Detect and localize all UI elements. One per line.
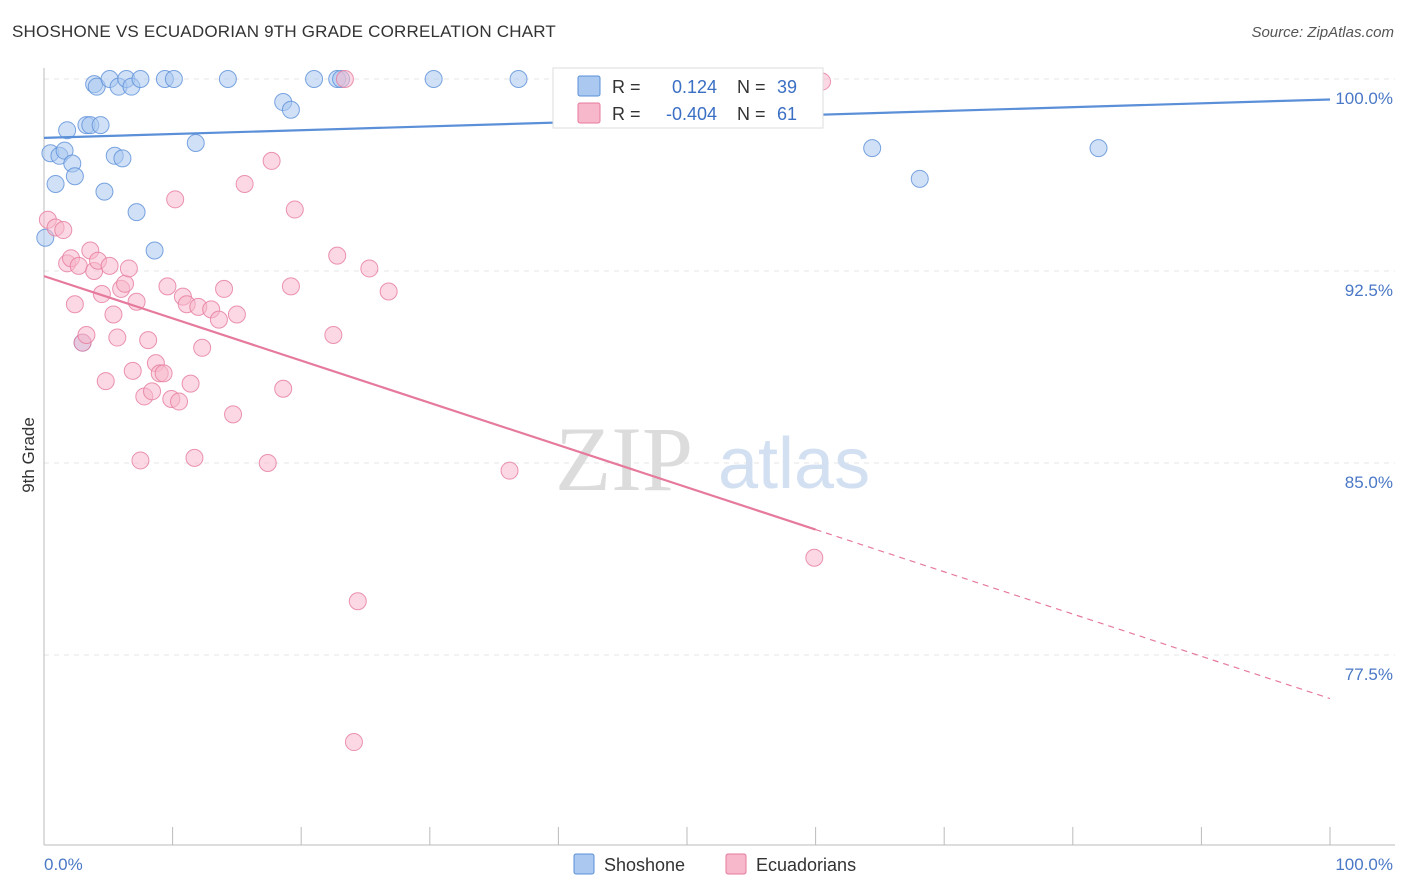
legend-n-value-ecuadorians: 61 xyxy=(777,104,797,124)
point-shoshone xyxy=(863,139,882,158)
point-ecuadorians xyxy=(131,451,150,470)
y-tick-labels: 77.5% 85.0% 92.5% 100.0% xyxy=(1335,89,1393,684)
point-shoshone xyxy=(58,121,77,140)
chart-title: SHOSHONE VS ECUADORIAN 9TH GRADE CORRELA… xyxy=(12,22,557,41)
point-ecuadorians xyxy=(139,331,158,350)
point-ecuadorians xyxy=(123,361,142,380)
point-ecuadorians xyxy=(69,256,88,275)
trend-line-ecuadorians xyxy=(43,275,816,531)
point-ecuadorians xyxy=(185,448,204,467)
series-legend: Shoshone Ecuadorians xyxy=(573,853,856,875)
bottom-legend-swatch-shoshone xyxy=(573,853,595,875)
stats-legend: R = 0.124 N = 39 R = -0.404 N = 61 xyxy=(552,67,824,129)
point-shoshone xyxy=(910,169,929,188)
data-points xyxy=(36,70,1108,752)
point-ecuadorians xyxy=(262,151,281,170)
point-ecuadorians xyxy=(193,338,212,357)
watermark-zip: ZIP xyxy=(555,408,693,510)
point-ecuadorians xyxy=(181,374,200,393)
legend-n-label-ecuadorians: N = xyxy=(737,104,766,124)
chart-source: Source: ZipAtlas.com xyxy=(1251,24,1394,41)
point-ecuadorians xyxy=(258,454,277,472)
point-ecuadorians xyxy=(500,461,519,480)
trend-lines xyxy=(43,98,1331,700)
point-ecuadorians xyxy=(170,392,189,411)
point-ecuadorians xyxy=(54,221,73,240)
point-ecuadorians xyxy=(100,256,119,275)
point-shoshone xyxy=(145,241,164,260)
legend-r-value-ecuadorians: -0.404 xyxy=(666,104,717,124)
legend-swatch-ecuadorians xyxy=(577,102,601,124)
point-shoshone xyxy=(95,182,114,201)
point-shoshone xyxy=(218,70,237,88)
point-ecuadorians xyxy=(344,733,363,752)
legend-n-value-shoshone: 39 xyxy=(777,77,797,97)
point-ecuadorians xyxy=(116,274,135,293)
point-ecuadorians xyxy=(335,70,354,88)
point-shoshone xyxy=(131,70,150,88)
point-shoshone xyxy=(281,100,300,119)
point-ecuadorians xyxy=(166,190,185,209)
legend-n-label-shoshone: N = xyxy=(737,77,766,97)
point-shoshone xyxy=(1089,139,1108,158)
bottom-legend-label-ecuadorians: Ecuadorians xyxy=(756,855,856,875)
point-ecuadorians xyxy=(119,259,138,278)
x-tick-label-min: 0.0% xyxy=(44,855,83,874)
y-tick-label: 77.5% xyxy=(1345,665,1393,684)
trend-line-extension-ecuadorians xyxy=(815,528,1331,700)
point-ecuadorians xyxy=(281,277,300,296)
point-ecuadorians xyxy=(158,277,177,296)
point-ecuadorians xyxy=(805,548,824,567)
y-tick-label: 100.0% xyxy=(1335,89,1393,108)
point-ecuadorians xyxy=(348,592,367,611)
point-shoshone xyxy=(509,70,528,88)
gridlines xyxy=(44,78,1395,656)
point-ecuadorians xyxy=(285,200,304,219)
legend-r-label-ecuadorians: R = xyxy=(612,104,641,124)
point-ecuadorians xyxy=(235,174,254,193)
point-ecuadorians xyxy=(96,372,115,391)
point-ecuadorians xyxy=(108,328,127,347)
x-axis-ticks xyxy=(43,827,1331,845)
point-shoshone xyxy=(46,174,65,193)
point-ecuadorians xyxy=(224,405,243,424)
point-ecuadorians xyxy=(215,279,234,298)
point-ecuadorians xyxy=(324,326,343,344)
point-shoshone xyxy=(65,167,84,186)
y-axis-label: 9th Grade xyxy=(19,417,38,493)
point-ecuadorians xyxy=(143,382,162,401)
point-ecuadorians xyxy=(209,310,228,329)
point-ecuadorians xyxy=(328,246,347,265)
point-ecuadorians xyxy=(274,379,293,398)
point-ecuadorians xyxy=(227,305,246,324)
legend-swatch-shoshone xyxy=(577,75,601,97)
legend-r-value-shoshone: 0.124 xyxy=(672,77,717,97)
point-ecuadorians xyxy=(65,295,84,314)
y-tick-label: 85.0% xyxy=(1345,473,1393,492)
y-tick-label: 92.5% xyxy=(1345,281,1393,300)
point-shoshone xyxy=(186,134,205,152)
point-ecuadorians xyxy=(154,364,173,383)
watermark-atlas: atlas xyxy=(718,424,870,504)
point-ecuadorians xyxy=(360,259,379,278)
bottom-legend-swatch-ecuadorians xyxy=(725,853,747,875)
legend-r-label-shoshone: R = xyxy=(612,77,641,97)
point-ecuadorians xyxy=(77,326,96,344)
point-shoshone xyxy=(424,70,443,88)
point-shoshone xyxy=(127,203,146,222)
point-shoshone xyxy=(305,70,324,88)
point-shoshone xyxy=(164,70,183,88)
bottom-legend-label-shoshone: Shoshone xyxy=(604,855,685,875)
point-ecuadorians xyxy=(104,305,123,324)
point-shoshone xyxy=(91,116,110,135)
point-ecuadorians xyxy=(379,282,398,301)
x-tick-label-max: 100.0% xyxy=(1335,855,1393,874)
point-shoshone xyxy=(113,149,132,168)
